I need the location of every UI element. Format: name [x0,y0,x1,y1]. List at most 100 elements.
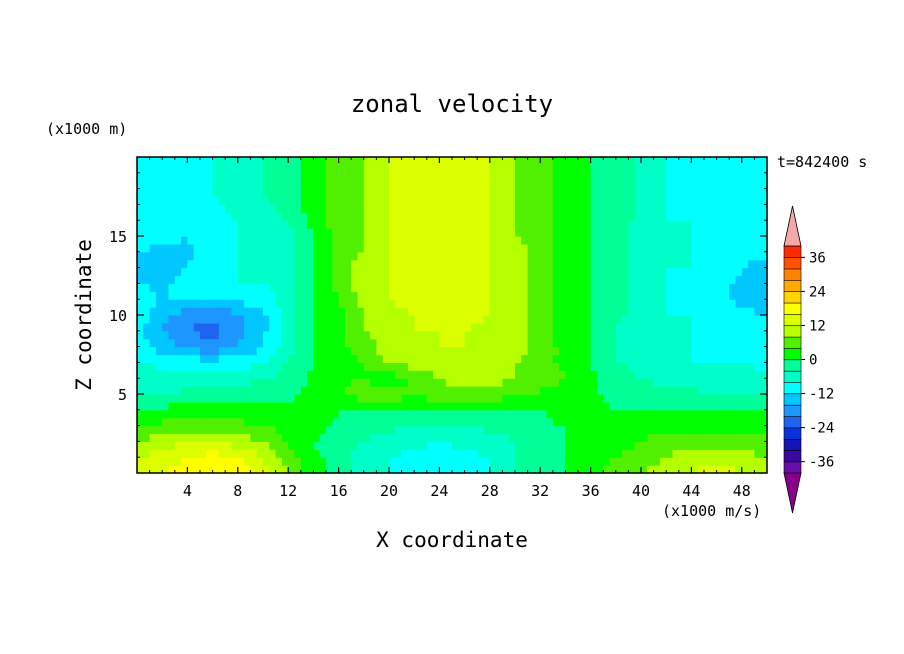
heatmap-cell [288,299,296,308]
heatmap-cell [370,425,377,435]
heatmap-cell [710,299,718,308]
heatmap-cell [414,212,422,221]
heatmap-cell [187,346,195,356]
heatmap-cell [433,441,440,450]
heatmap-cell [395,259,403,269]
heatmap-cell [225,394,233,403]
heatmap-cell [395,417,403,427]
heatmap-cell [697,315,705,324]
heatmap-cell [697,196,705,205]
heatmap-cell [659,299,667,308]
heatmap-cell [452,362,459,371]
heatmap-cell [590,354,598,363]
heatmap-cell [477,299,485,308]
heatmap-cell [263,220,270,229]
heatmap-cell [552,259,560,269]
heatmap-cell [319,354,327,363]
heatmap-cell [439,299,447,308]
heatmap-cell [174,267,182,277]
heatmap-cell [250,417,258,427]
heatmap-cell [275,228,283,237]
heatmap-cell [653,433,661,442]
heatmap-cell [521,188,529,198]
heatmap-cell [288,346,296,356]
heatmap-cell [193,267,201,277]
heatmap-cell [338,259,346,269]
heatmap-cell [741,425,749,435]
heatmap-cell [641,401,648,411]
heatmap-cell [382,196,390,205]
heatmap-cell [319,236,327,245]
heatmap-cell [225,433,233,442]
heatmap-cell [407,291,415,300]
heatmap-cell [596,236,604,245]
heatmap-cell [281,378,289,387]
heatmap-cell [376,354,384,363]
heatmap-cell [704,243,711,253]
heatmap-cell [414,275,422,284]
heatmap-cell [533,204,541,213]
heatmap-cell [641,259,648,269]
heatmap-cell [401,330,409,340]
heatmap-cell [615,220,623,229]
heatmap-cell [483,228,491,237]
heatmap-cell [533,441,541,450]
heatmap-cell [137,417,144,427]
heatmap-cell [344,307,352,316]
heatmap-cell [218,236,226,245]
heatmap-cell [628,299,636,308]
heatmap-cell [458,204,466,213]
heatmap-cell [464,157,472,166]
heatmap-cell [659,164,667,174]
heatmap-cell [552,354,560,363]
heatmap-cell [363,465,371,474]
heatmap-cell [168,417,176,427]
heatmap-cell [729,330,737,340]
heatmap-cell [590,283,598,292]
heatmap-cell [237,417,245,427]
heatmap-cell [653,157,661,166]
heatmap-cell [452,330,459,340]
heatmap-cell [704,196,711,205]
heatmap-cell [250,283,258,292]
heatmap-cell [439,259,447,269]
heatmap-cell [458,251,466,261]
heatmap-cell [313,307,321,316]
heatmap-cell [244,394,251,403]
heatmap-cell [672,457,680,466]
heatmap-cell [552,409,560,419]
heatmap-cell [647,425,655,435]
heatmap-cell [452,307,459,316]
heatmap-cell [521,204,529,213]
heatmap-cell [200,172,207,182]
heatmap-cell [502,315,510,324]
heatmap-cell [521,457,529,466]
heatmap-cell [685,236,692,245]
heatmap-cell [338,354,346,363]
heatmap-cell [760,164,768,174]
heatmap-cell [174,275,182,284]
heatmap-cell [174,417,182,427]
heatmap-cell [735,291,743,300]
heatmap-cell [578,236,585,245]
heatmap-cell [263,204,270,213]
heatmap-cell [641,275,648,284]
heatmap-cell [729,394,737,403]
heatmap-cell [218,370,226,379]
heatmap-cell [357,236,365,245]
heatmap-cell [382,425,390,435]
heatmap-cell [225,283,233,292]
heatmap-cell [596,378,604,387]
heatmap-cell [521,228,529,237]
heatmap-cell [609,330,617,340]
heatmap-cell [515,425,522,435]
heatmap-cell [439,322,447,332]
heatmap-cell [458,299,466,308]
heatmap-cell [590,362,598,371]
heatmap-cell [533,315,541,324]
heatmap-cell [294,307,302,316]
heatmap-cell [716,220,724,229]
heatmap-cell [326,180,333,190]
heatmap-cell [143,354,151,363]
heatmap-cell [445,425,453,435]
